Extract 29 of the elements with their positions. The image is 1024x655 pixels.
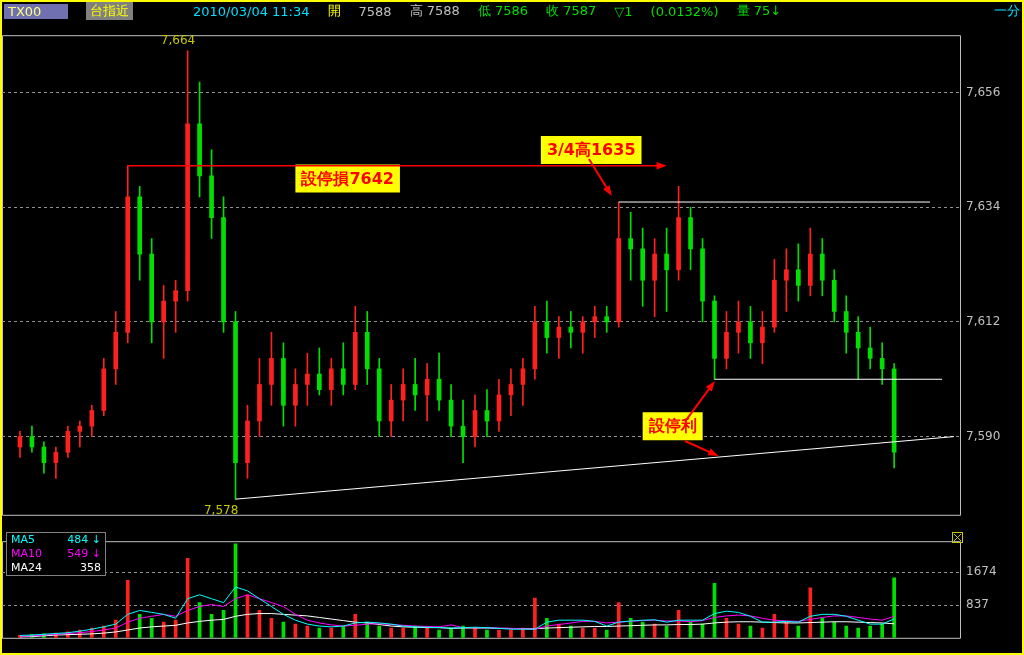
annotation: 3/4高1635 (546, 140, 636, 160)
text: 7588 (358, 3, 392, 19)
text: MA5 (11, 533, 36, 547)
annotation: 設停損7642 (300, 168, 394, 188)
text: ▽1 (614, 3, 633, 19)
y-tick-label: 7,612 (966, 314, 1001, 329)
text: 量 75↓ (736, 2, 782, 20)
chart-subtitle: 台指近 (86, 2, 133, 20)
y-tick-label: 7,634 (966, 199, 1001, 214)
annotation: 設停利 (647, 416, 697, 436)
text: 一分 (994, 2, 1020, 20)
annotation: 358 (80, 561, 101, 575)
y-tick-label: 7,590 (966, 428, 1001, 443)
annotation: 484 ↓ (67, 533, 101, 547)
text: (0.0132%) (650, 3, 719, 19)
annotation: 549 ↓ (67, 547, 101, 561)
text: 收 7587 (546, 2, 597, 20)
text: 高 7588 (409, 2, 460, 20)
y-tick-label: 837 (966, 597, 989, 612)
annotation: 7,664 (160, 32, 196, 47)
y-tick-label: 7,656 (966, 84, 1001, 99)
y-tick-label: 1674 (966, 564, 997, 579)
text: MA10 (11, 547, 43, 561)
text: MA24 (11, 561, 43, 575)
text: 2010/03/04 11:34 (193, 3, 310, 19)
chart-title: TX00 (4, 3, 68, 19)
annotation: 7,578 (203, 502, 239, 517)
text: 低 7586 (477, 2, 529, 20)
text: 開 (327, 2, 341, 20)
